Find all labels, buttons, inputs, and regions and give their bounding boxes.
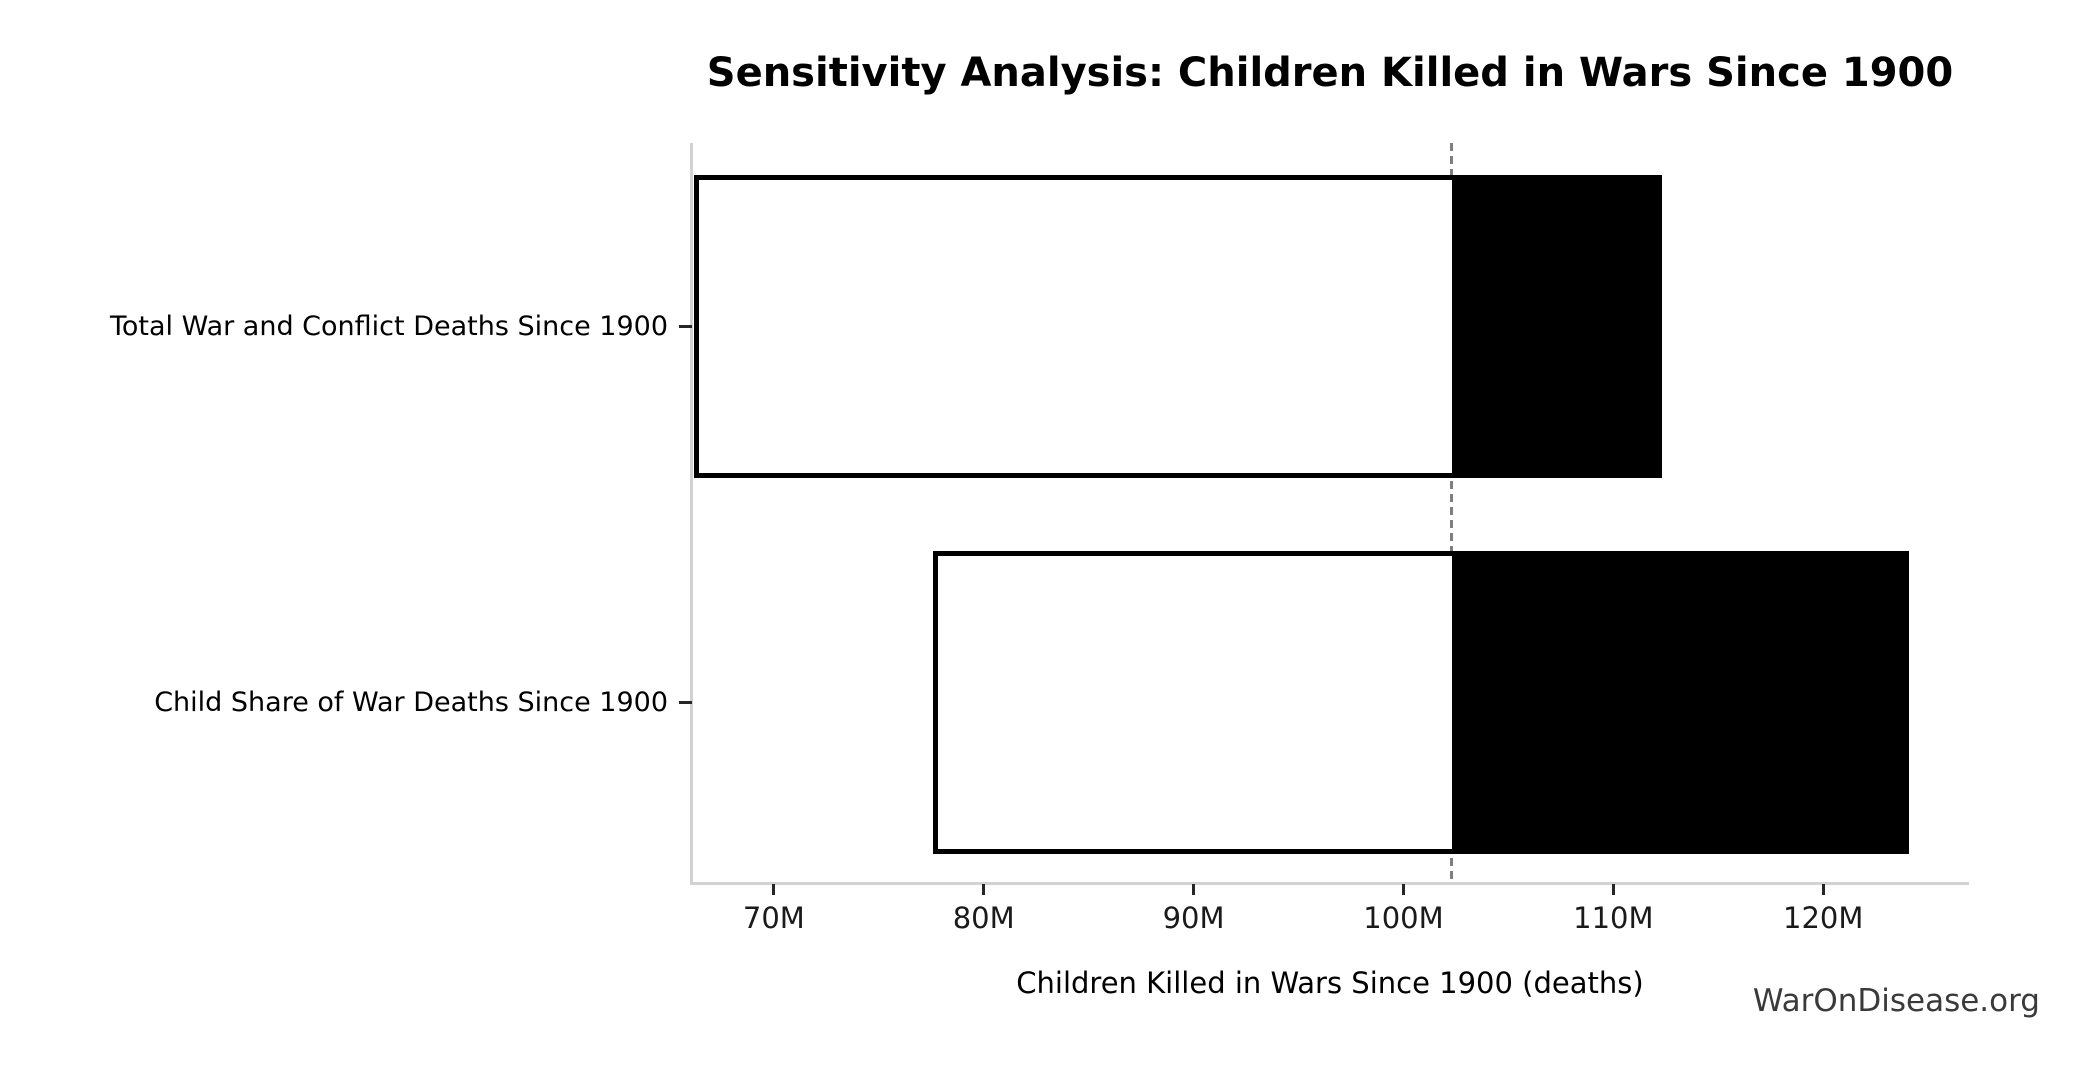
chart-title: Sensitivity Analysis: Children Killed in… <box>706 50 1954 96</box>
y-tick <box>679 701 692 704</box>
bar-high-segment <box>1451 551 1910 854</box>
x-tick-label: 80M <box>952 901 1015 935</box>
y-category-label: Total War and Conflict Deaths Since 1900 <box>109 310 668 342</box>
x-tick-label: 70M <box>742 901 805 935</box>
x-tick-label: 120M <box>1783 901 1864 935</box>
watermark: WarOnDisease.org <box>1752 983 2040 1019</box>
x-tick <box>982 884 986 895</box>
x-tick <box>1611 884 1615 895</box>
baseline-dashed-line <box>1450 143 1454 883</box>
x-tick <box>772 884 776 895</box>
y-axis-spine <box>690 143 693 884</box>
x-tick <box>1821 884 1825 895</box>
x-tick-label: 110M <box>1573 901 1654 935</box>
x-tick <box>1192 884 1196 895</box>
x-axis-label: Children Killed in Wars Since 1900 (deat… <box>1016 966 1644 1000</box>
x-tick-label: 90M <box>1162 901 1225 935</box>
x-tick <box>1401 884 1405 895</box>
x-tick-label: 100M <box>1363 901 1444 935</box>
y-category-label: Child Share of War Deaths Since 1900 <box>154 686 668 718</box>
bar-high-segment <box>1451 175 1662 478</box>
x-axis-spine <box>690 882 1969 885</box>
y-tick <box>679 325 692 328</box>
